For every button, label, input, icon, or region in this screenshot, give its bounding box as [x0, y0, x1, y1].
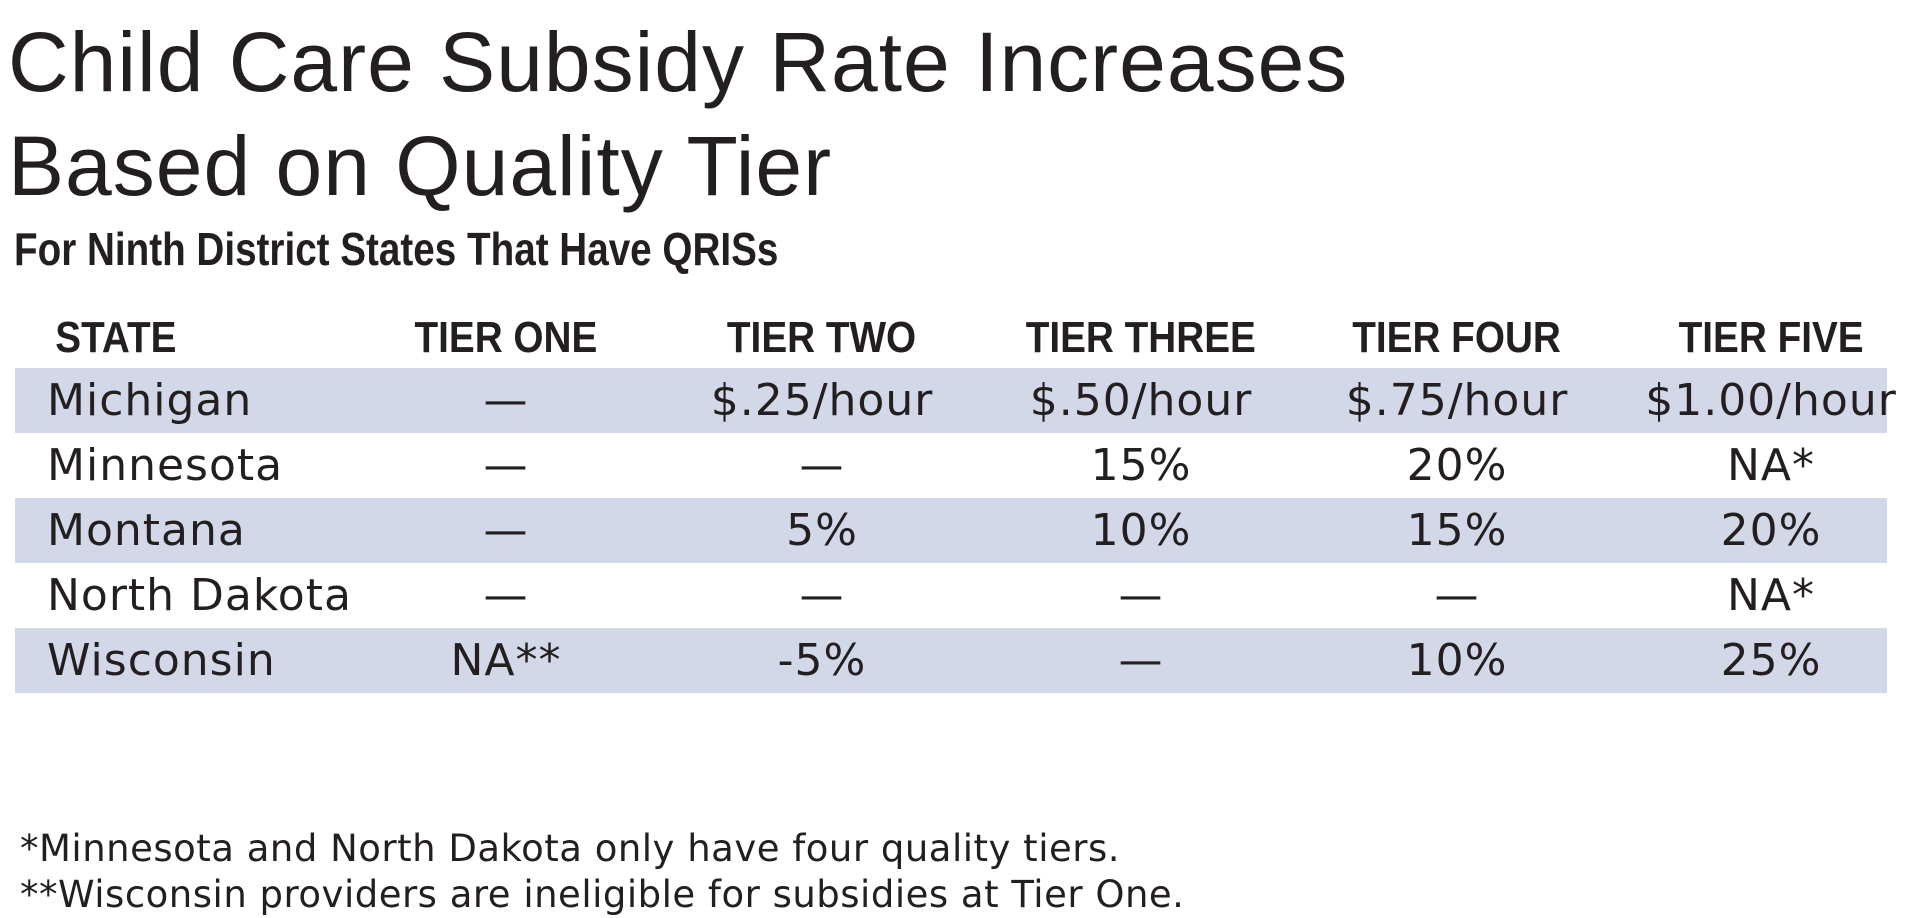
footnote-2: **Wisconsin providers are ineligible for… [20, 873, 1185, 916]
header-tier-one: TIER ONE [414, 313, 598, 362]
state-cell: Wisconsin [47, 635, 276, 686]
tier-cell: $.25/hour [710, 375, 934, 426]
table-row: Montana — 5% 10% 15% 20% [15, 498, 1887, 563]
table-row: Michigan — $.25/hour $.50/hour $.75/hour… [15, 368, 1897, 433]
state-cell: Michigan [47, 375, 253, 426]
subtitle: For Ninth District States That Have QRIS… [14, 223, 779, 275]
table-row: Minnesota — — 15% 20% NA* [15, 433, 1887, 498]
subsidy-table: STATE TIER ONE TIER TWO TIER THREE TIER … [15, 308, 1897, 693]
header-tier-three: TIER THREE [1025, 313, 1257, 362]
state-cell: North Dakota [47, 570, 352, 621]
tier-cell: NA** [450, 635, 562, 686]
title-line-2: Based on Quality Tier [8, 119, 833, 213]
table-row: North Dakota — — — — NA* [15, 563, 1887, 628]
header-state: STATE [55, 313, 177, 362]
state-cell: Montana [47, 505, 246, 556]
tier-cell: — [483, 440, 529, 491]
tier-cell: $1.00/hour [1645, 375, 1897, 426]
tier-cell: — [1118, 570, 1164, 621]
tier-cell: — [483, 505, 529, 556]
header-tier-two: TIER TWO [727, 313, 917, 362]
tier-cell: 15% [1406, 505, 1508, 556]
tier-cell: $.75/hour [1345, 375, 1569, 426]
tier-cell: 25% [1720, 635, 1822, 686]
tier-cell: 15% [1090, 440, 1192, 491]
tier-cell: 10% [1406, 635, 1508, 686]
header-tier-five: TIER FIVE [1678, 313, 1864, 362]
tier-cell: 10% [1090, 505, 1192, 556]
tier-cell: 20% [1720, 505, 1822, 556]
tier-cell: -5% [777, 635, 867, 686]
tier-cell: NA* [1726, 440, 1815, 491]
footnotes: *Minnesota and North Dakota only have fo… [20, 826, 1184, 918]
tier-cell: — [1434, 570, 1480, 621]
title-line-1: Child Care Subsidy Rate Increases [8, 15, 1349, 109]
tier-cell: 20% [1406, 440, 1508, 491]
tier-cell: — [799, 570, 845, 621]
table-row: Wisconsin NA** -5% — 10% 25% [15, 628, 1887, 693]
tier-cell: $.50/hour [1029, 375, 1253, 426]
tier-cell: — [483, 570, 529, 621]
page-title: Child Care Subsidy Rate Increases Based … [8, 10, 1348, 218]
tier-cell: — [483, 375, 529, 426]
tier-cell: — [1118, 635, 1164, 686]
state-cell: Minnesota [47, 440, 284, 491]
tier-cell: 5% [786, 505, 858, 556]
table-header-row: STATE TIER ONE TIER TWO TIER THREE TIER … [15, 308, 1887, 368]
footnote-1: *Minnesota and North Dakota only have fo… [20, 827, 1120, 870]
tier-cell: — [799, 440, 845, 491]
header-tier-four: TIER FOUR [1352, 313, 1562, 362]
tier-cell: NA* [1726, 570, 1815, 621]
